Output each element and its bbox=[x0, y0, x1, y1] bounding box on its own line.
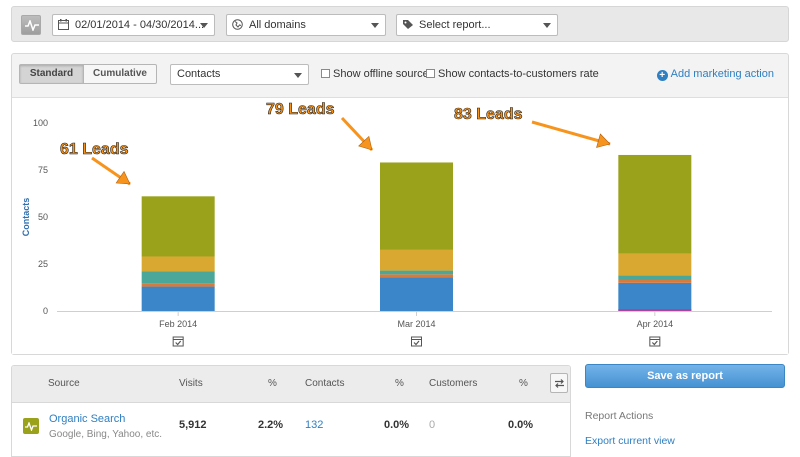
bar-segment bbox=[141, 286, 215, 311]
checkbox-box[interactable] bbox=[321, 69, 330, 78]
annotation-arrowhead bbox=[358, 135, 373, 151]
globe-icon bbox=[232, 19, 243, 30]
bar-segment bbox=[141, 283, 215, 287]
bar-segment bbox=[141, 196, 215, 257]
bar-segment bbox=[141, 271, 215, 284]
chevron-down-icon bbox=[371, 23, 379, 28]
bar-segment bbox=[618, 253, 692, 276]
y-tick-label: 0 bbox=[43, 306, 48, 316]
y-axis-label: Contacts bbox=[21, 198, 31, 237]
lead-annotation-label: 79 Leads bbox=[266, 101, 335, 118]
y-tick-label: 100 bbox=[33, 118, 48, 128]
calendar-icon bbox=[411, 336, 422, 347]
date-range-value: 02/01/2014 - 04/30/2014... bbox=[75, 19, 205, 31]
x-tick-label: Apr 2014 bbox=[637, 319, 674, 329]
bar-segment bbox=[380, 270, 453, 275]
bar-segment bbox=[380, 277, 453, 311]
filter-bar: 02/01/2014 - 04/30/2014... All domains S… bbox=[11, 6, 789, 42]
col-contacts[interactable]: Contacts bbox=[305, 378, 345, 389]
bar-segment bbox=[618, 282, 692, 311]
bar-segment bbox=[618, 154, 692, 254]
checkbox-box[interactable] bbox=[426, 69, 435, 78]
pulse-toggle-button[interactable] bbox=[21, 15, 41, 35]
domains-value: All domains bbox=[249, 19, 306, 31]
customers-pct-value: 0.0% bbox=[508, 419, 534, 431]
metric-select[interactable]: Contacts bbox=[170, 64, 309, 85]
add-marketing-action-label: Add marketing action bbox=[670, 68, 774, 80]
tag-icon bbox=[403, 20, 413, 29]
bar-segment bbox=[380, 274, 453, 278]
source-link[interactable]: Organic Search bbox=[49, 413, 126, 425]
calendar-icon bbox=[172, 336, 184, 347]
table-header: Source Visits % Contacts % Customers % bbox=[12, 366, 570, 403]
contacts-value-link[interactable]: 132 bbox=[305, 419, 324, 431]
calendar-icon bbox=[58, 19, 69, 30]
source-pulse-icon bbox=[23, 418, 39, 434]
source-subtitle: Google, Bing, Yahoo, etc. bbox=[49, 429, 163, 440]
bar-segment bbox=[618, 309, 692, 311]
calendar-icon bbox=[175, 340, 182, 346]
x-tick-label: Feb 2014 bbox=[159, 319, 197, 329]
visits-value: 5,912 bbox=[179, 419, 207, 431]
standard-view-button[interactable]: Standard bbox=[20, 65, 84, 83]
bar-segment bbox=[618, 279, 692, 283]
chevron-down-icon bbox=[543, 23, 551, 28]
date-range-select[interactable]: 02/01/2014 - 04/30/2014... bbox=[52, 14, 215, 36]
y-tick-label: 75 bbox=[38, 165, 48, 175]
chevron-down-icon bbox=[294, 73, 302, 78]
report-value: Select report... bbox=[419, 19, 491, 31]
calendar-icon bbox=[651, 340, 658, 346]
sources-table: Source Visits % Contacts % Customers % O… bbox=[11, 365, 571, 457]
report-actions-heading: Report Actions bbox=[585, 410, 654, 422]
col-customers-pct[interactable]: % bbox=[519, 378, 528, 389]
save-as-report-button[interactable]: Save as report bbox=[585, 364, 785, 388]
bar-segment bbox=[141, 256, 215, 272]
lead-annotation-label: 61 Leads bbox=[60, 141, 129, 158]
report-select[interactable]: Select report... bbox=[396, 14, 558, 36]
pulse-icon bbox=[25, 20, 39, 31]
col-visits[interactable]: Visits bbox=[179, 378, 203, 389]
chart-area: Contacts 0 25 50 75 100 Feb 2014 Mar 2014 Apr 20… bbox=[12, 97, 788, 354]
offline-sources-label: Show offline sources bbox=[333, 68, 435, 80]
col-source[interactable]: Source bbox=[48, 378, 80, 389]
contacts-bar-chart: Contacts 0 25 50 75 100 Feb 2014 Mar 2014 Apr 20… bbox=[21, 101, 772, 347]
bar-segment bbox=[380, 249, 453, 271]
x-tick-label: Mar 2014 bbox=[397, 319, 435, 329]
export-current-view-link[interactable]: Export current view bbox=[585, 435, 675, 447]
chevron-down-icon bbox=[200, 23, 208, 28]
annotation-arrow bbox=[531, 120, 611, 146]
swap-columns-button[interactable] bbox=[550, 373, 568, 393]
col-visits-pct[interactable]: % bbox=[268, 378, 277, 389]
lead-annotation-label: 83 Leads bbox=[454, 106, 523, 123]
swap-arrows-icon bbox=[555, 379, 564, 388]
calendar-icon bbox=[649, 336, 661, 347]
col-contacts-pct[interactable]: % bbox=[395, 378, 404, 389]
col-customers[interactable]: Customers bbox=[429, 378, 478, 389]
contacts-to-customers-checkbox[interactable]: Show contacts-to-customers rate bbox=[426, 68, 599, 80]
chart-panel: Standard Cumulative Contacts Show offlin… bbox=[11, 53, 789, 355]
metric-value: Contacts bbox=[177, 68, 221, 80]
cumulative-view-button[interactable]: Cumulative bbox=[93, 68, 147, 79]
view-mode-toggle: Standard Cumulative bbox=[19, 64, 157, 84]
table-row: Organic Search Google, Bing, Yahoo, etc.… bbox=[12, 404, 570, 456]
bar-segment bbox=[380, 162, 453, 250]
add-marketing-action-link[interactable]: + Add marketing action bbox=[656, 68, 774, 81]
annotation-arrowhead bbox=[115, 170, 131, 185]
domains-select[interactable]: All domains bbox=[226, 14, 386, 36]
offline-sources-checkbox[interactable]: Show offline sources bbox=[321, 68, 434, 80]
bar-segment bbox=[618, 275, 692, 280]
calendar-icon bbox=[413, 340, 420, 346]
contacts-pct-value: 0.0% bbox=[384, 419, 410, 431]
contacts-to-customers-label: Show contacts-to-customers rate bbox=[438, 68, 599, 80]
customers-value: 0 bbox=[429, 419, 436, 431]
plus-circle-icon: + bbox=[656, 70, 668, 81]
visits-pct-value: 2.2% bbox=[258, 419, 284, 431]
y-tick-label: 50 bbox=[38, 212, 48, 222]
annotation-arrowhead bbox=[596, 133, 611, 148]
y-tick-label: 25 bbox=[38, 259, 48, 269]
